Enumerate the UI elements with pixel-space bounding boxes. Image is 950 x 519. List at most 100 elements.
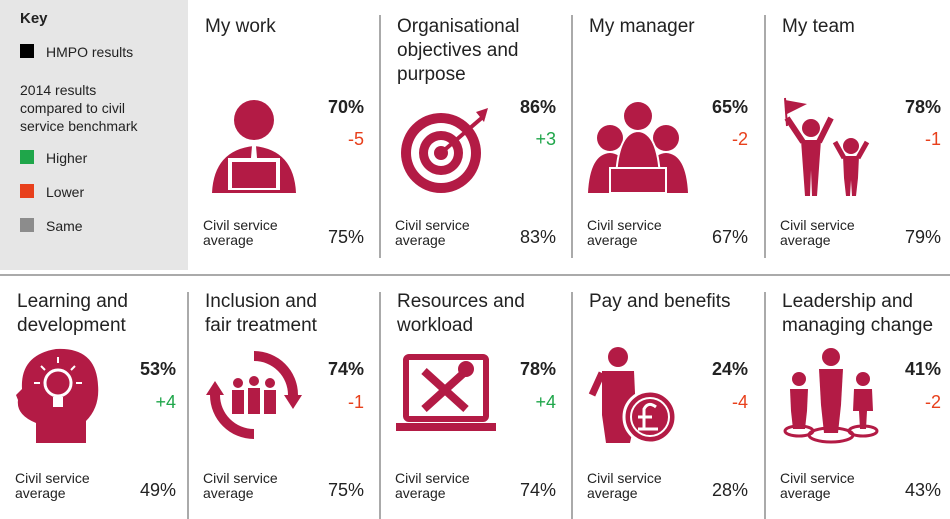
- score: 24%: [712, 359, 748, 379]
- change: -1: [348, 392, 364, 412]
- benchmark: 79%: [905, 227, 941, 247]
- icon-shape: [248, 388, 260, 414]
- change: -2: [925, 392, 941, 412]
- benchmark-label: average: [395, 232, 446, 248]
- icon-shape: [458, 361, 474, 377]
- icon-shape: [608, 347, 628, 367]
- score: 41%: [905, 359, 941, 379]
- cell-title: Leadership and: [782, 291, 913, 312]
- key-swatch: [20, 218, 34, 232]
- benchmark-label: average: [780, 232, 831, 248]
- change: -5: [348, 129, 364, 149]
- score: 74%: [328, 359, 364, 379]
- key-swatch: [20, 150, 34, 164]
- icon-shape: [843, 138, 859, 154]
- cell-title: Learning and: [17, 291, 128, 312]
- score: 78%: [905, 97, 941, 117]
- cell-icon: [16, 349, 98, 443]
- benchmark-label: average: [15, 485, 66, 501]
- cell-icon: [401, 108, 488, 193]
- benchmark-label: Civil service: [587, 470, 662, 486]
- benchmark-label: Civil service: [15, 470, 90, 486]
- cell-icon: [206, 351, 302, 439]
- benchmark: 75%: [328, 480, 364, 500]
- icon-shape: [265, 378, 275, 388]
- score: 65%: [712, 97, 748, 117]
- icon-shape: [790, 389, 808, 429]
- cell-title: purpose: [397, 64, 466, 85]
- key-label: Same: [46, 218, 83, 234]
- key-swatch: [20, 44, 34, 58]
- key-label: HMPO results: [46, 44, 133, 60]
- benchmark-label: average: [780, 485, 831, 501]
- score: 53%: [140, 359, 176, 379]
- benchmark-label: Civil service: [587, 217, 662, 233]
- cell-title: workload: [396, 315, 473, 336]
- benchmark-label: average: [203, 232, 254, 248]
- icon-shape: [232, 162, 276, 188]
- cell-icon: [588, 102, 688, 193]
- cell-icon: [212, 100, 296, 193]
- icon-shape: [610, 168, 666, 193]
- benchmark-label: average: [395, 485, 446, 501]
- icon-shape: [53, 397, 63, 407]
- benchmark-label: Civil service: [780, 470, 855, 486]
- icon-shape: [801, 140, 821, 196]
- cell-icon: [396, 357, 496, 431]
- change: -2: [732, 129, 748, 149]
- icon-shape: [284, 395, 302, 409]
- key-note: service benchmark: [20, 118, 138, 134]
- cell-title: Resources and: [397, 291, 525, 312]
- icon-shape: [233, 378, 243, 388]
- change: +3: [535, 129, 556, 149]
- cell-title: My work: [205, 16, 276, 37]
- icon-shape: [254, 351, 298, 395]
- icon-shape: [785, 100, 807, 114]
- icon-shape: [856, 372, 870, 386]
- cell-title: My manager: [589, 16, 695, 37]
- cell-title: fair treatment: [205, 315, 318, 336]
- cell-icon: [785, 348, 877, 442]
- change: +4: [155, 392, 176, 412]
- benchmark-label: average: [587, 232, 638, 248]
- benchmark-label: average: [587, 485, 638, 501]
- cell-title: managing change: [782, 315, 933, 336]
- icon-shape: [822, 348, 840, 366]
- benchmark-label: Civil service: [780, 217, 855, 233]
- icon-shape: [792, 372, 806, 386]
- benchmark-label: Civil service: [395, 217, 470, 233]
- cell-title: Organisational: [397, 16, 520, 37]
- benchmark-label: average: [203, 485, 254, 501]
- icon-shape: [802, 119, 820, 137]
- benchmark: 83%: [520, 227, 556, 247]
- icon-shape: [819, 369, 843, 433]
- icon-shape: [597, 125, 623, 151]
- key-title: Key: [20, 10, 48, 27]
- icon-shape: [653, 125, 679, 151]
- icon-shape: [206, 381, 224, 395]
- cell-title: Pay and benefits: [589, 291, 731, 312]
- icon-shape: [396, 423, 496, 431]
- cell-icon: [592, 347, 676, 443]
- icon-shape: [624, 102, 652, 130]
- key-label: Lower: [46, 184, 84, 200]
- change: -4: [732, 392, 748, 412]
- icon-shape: [249, 376, 259, 386]
- change: +4: [535, 392, 556, 412]
- benchmark: 75%: [328, 227, 364, 247]
- change: -1: [925, 129, 941, 149]
- cell-icon: [785, 98, 867, 196]
- benchmark-label: Civil service: [203, 217, 278, 233]
- benchmark: 28%: [712, 480, 748, 500]
- cell-title: objectives and: [397, 40, 518, 61]
- cell-title: development: [17, 315, 127, 336]
- icon-shape: [843, 156, 859, 196]
- infographic: Key HMPO results2014 resultscompared to …: [0, 0, 950, 519]
- icon-shape: [232, 390, 244, 414]
- cell-title: My team: [782, 16, 855, 37]
- benchmark: 49%: [140, 480, 176, 500]
- benchmark-label: Civil service: [395, 470, 470, 486]
- icon-shape: [853, 389, 873, 429]
- key-note: compared to civil: [20, 100, 125, 116]
- benchmark-label: Civil service: [203, 470, 278, 486]
